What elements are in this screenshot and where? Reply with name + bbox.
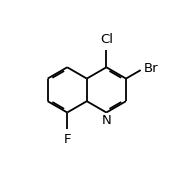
Text: F: F — [63, 133, 71, 146]
Text: Br: Br — [144, 62, 159, 75]
Text: Cl: Cl — [100, 33, 113, 46]
Text: N: N — [101, 114, 111, 127]
